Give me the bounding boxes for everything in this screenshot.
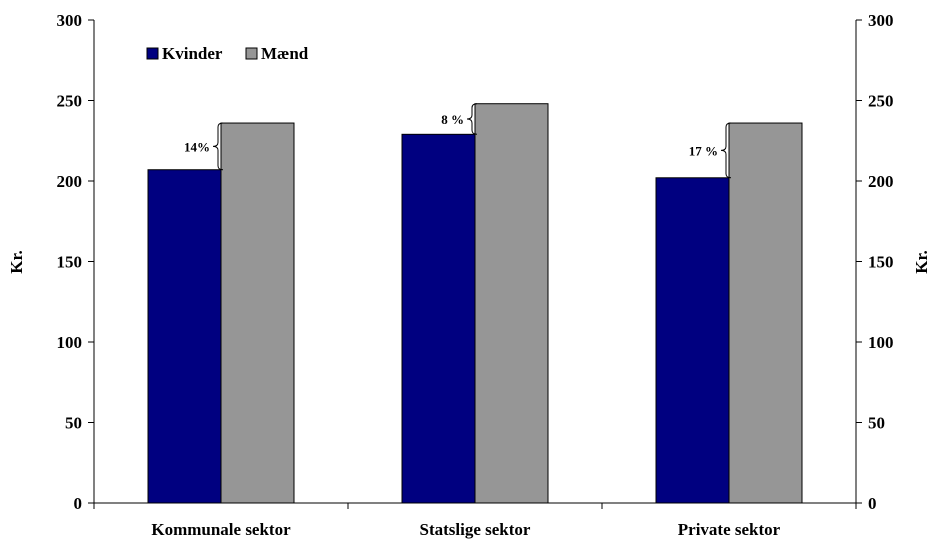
ytick-label-right: 0 [868, 494, 877, 513]
ytick-label-left: 200 [57, 172, 83, 191]
gap-percentage-label: 14% [184, 139, 210, 154]
ytick-label-right: 50 [868, 414, 885, 433]
ytick-label-left: 100 [57, 333, 83, 352]
category-label: Kommunale sektor [151, 520, 291, 539]
bar-maend-1 [474, 103, 549, 504]
gap-percentage-label: 17 % [689, 143, 718, 158]
y-axis-title-right: Kr. [912, 250, 931, 273]
bar-kvinder-2 [655, 177, 730, 504]
bar-maend-0 [220, 122, 295, 504]
ytick-label-left: 150 [57, 253, 83, 272]
y-axis-title-left: Kr. [7, 250, 26, 273]
ticks-group: 0 0 50 50 100 100 150 150 200 200 250 250 300 300 [57, 11, 894, 513]
bars-group [147, 103, 803, 504]
category-labels: Kommunale sektor Statslige sektor Private … [93, 503, 857, 539]
bar-kvinder-0 [147, 169, 222, 504]
legend-label-maend: Mænd [261, 44, 309, 63]
gap-percentage-label: 8 % [441, 112, 464, 127]
legend: Kvinder Mænd [146, 44, 309, 63]
category-label: Statslige sektor [420, 520, 531, 539]
ytick-label-left: 250 [57, 92, 83, 111]
bar-maend-2 [728, 122, 803, 504]
gap-brace [720, 122, 732, 179]
annotations-group: 14% 8 % 17 % [184, 103, 732, 179]
legend-swatch-kvinder [146, 47, 159, 60]
legend-swatch-maend [245, 47, 258, 60]
ytick-label-right: 150 [868, 253, 894, 272]
ytick-label-left: 0 [74, 494, 83, 513]
ytick-label-right: 250 [868, 92, 894, 111]
gap-brace [212, 122, 224, 171]
ytick-label-right: 300 [868, 11, 894, 30]
gap-brace [466, 103, 478, 135]
bar-kvinder-1 [401, 133, 476, 504]
ytick-label-left: 50 [65, 414, 82, 433]
category-label: Private sektor [678, 520, 781, 539]
ytick-label-right: 200 [868, 172, 894, 191]
legend-label-kvinder: Kvinder [162, 44, 223, 63]
ytick-label-left: 300 [57, 11, 83, 30]
ytick-label-right: 100 [868, 333, 894, 352]
